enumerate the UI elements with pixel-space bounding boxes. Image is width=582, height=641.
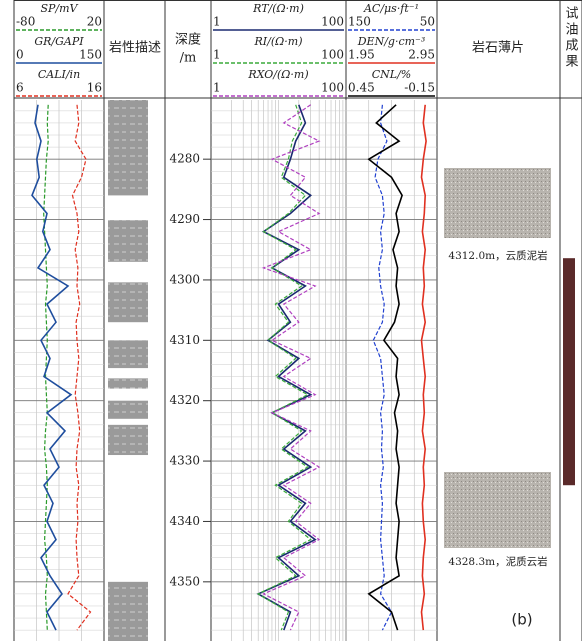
- depth-label: 4300: [169, 272, 200, 286]
- lithology-interval: [108, 378, 148, 388]
- lithology-interval: [108, 401, 148, 419]
- curve-limit: 150: [79, 48, 102, 62]
- panel-label: (b): [511, 611, 532, 629]
- depth-label: 4350: [169, 574, 200, 588]
- curve-limit: 0: [16, 48, 24, 62]
- log-curve: [68, 105, 91, 630]
- lithology-interval: [108, 100, 148, 195]
- lithology-interval: [108, 220, 148, 262]
- lithology-interval: [108, 425, 148, 455]
- curve-limit: 1: [213, 15, 221, 29]
- curve-limit: 2.95: [408, 48, 435, 62]
- photo-caption: 4312.0m，云质泥岩: [448, 249, 547, 262]
- photo-caption: 4328.3m，泥质云岩: [448, 555, 547, 568]
- oil-test-header: 成: [565, 39, 578, 54]
- curve-limit: 1.95: [348, 48, 375, 62]
- log-curve: [32, 105, 71, 630]
- curve-name: CALI/in: [38, 68, 80, 81]
- curve-name: CNL/%: [372, 68, 412, 81]
- lithology-interval: [108, 282, 148, 322]
- curve-name: DEN/g·cm⁻³: [357, 35, 426, 48]
- log-curve: [373, 105, 391, 630]
- curve-name: GR/GAPI: [34, 35, 84, 48]
- curve-limit: 150: [348, 15, 371, 29]
- depth-label: 4340: [169, 514, 200, 528]
- well-log-figure: 4312.0m，云质泥岩 4328.3m，泥质云岩 岩性描述 深度 /m 岩石薄…: [0, 0, 582, 641]
- curve-name: RT/(Ω·m): [252, 2, 304, 15]
- curve-limit: 6: [16, 81, 24, 95]
- oil-test-header: 试: [565, 7, 578, 22]
- curve-name: AC/μs·ft⁻¹: [363, 2, 419, 15]
- depth-label: 4280: [169, 152, 200, 166]
- curve-limit: 100: [321, 15, 344, 29]
- curve-limit: 0.45: [348, 81, 375, 95]
- thin-section-photo: [444, 472, 551, 548]
- oil-test-interval: [563, 258, 575, 485]
- curve-limit: 16: [87, 81, 102, 95]
- log-curve: [369, 105, 402, 630]
- depth-label: 4310: [169, 333, 200, 347]
- curve-limit: 20: [87, 15, 102, 29]
- curve-limit: 100: [321, 48, 344, 62]
- depth-header: 深度: [175, 32, 201, 48]
- curve-name: RXO/(Ω·m): [247, 68, 308, 81]
- curve-limit: 50: [420, 15, 435, 29]
- curve-limit: 1: [213, 48, 221, 62]
- lithology-interval: [108, 582, 148, 641]
- lithology-interval: [108, 340, 148, 368]
- depth-label: 4330: [169, 454, 200, 468]
- curve-limit: -0.15: [404, 81, 435, 95]
- curve-name: SP/mV: [40, 2, 78, 15]
- curve-limit: 100: [321, 81, 344, 95]
- depth-label: 4320: [169, 393, 200, 407]
- oil-test-header: 油: [565, 23, 578, 38]
- log-curve: [258, 105, 311, 630]
- depth-header: /m: [180, 51, 197, 66]
- curve-name: RI/(Ω·m): [254, 35, 303, 48]
- log-curve: [422, 105, 427, 630]
- page: {"chart_data": {"type": "well-log", "dep…: [0, 0, 582, 641]
- oil-test-header: 果: [565, 55, 578, 70]
- curve-limit: -80: [16, 15, 35, 29]
- curve-limit: 1: [213, 81, 221, 95]
- thin-section-photo: [444, 168, 551, 238]
- lithology-header: 岩性描述: [109, 41, 161, 56]
- depth-label: 4290: [169, 212, 200, 226]
- thin-section-header: 岩石薄片: [472, 41, 524, 56]
